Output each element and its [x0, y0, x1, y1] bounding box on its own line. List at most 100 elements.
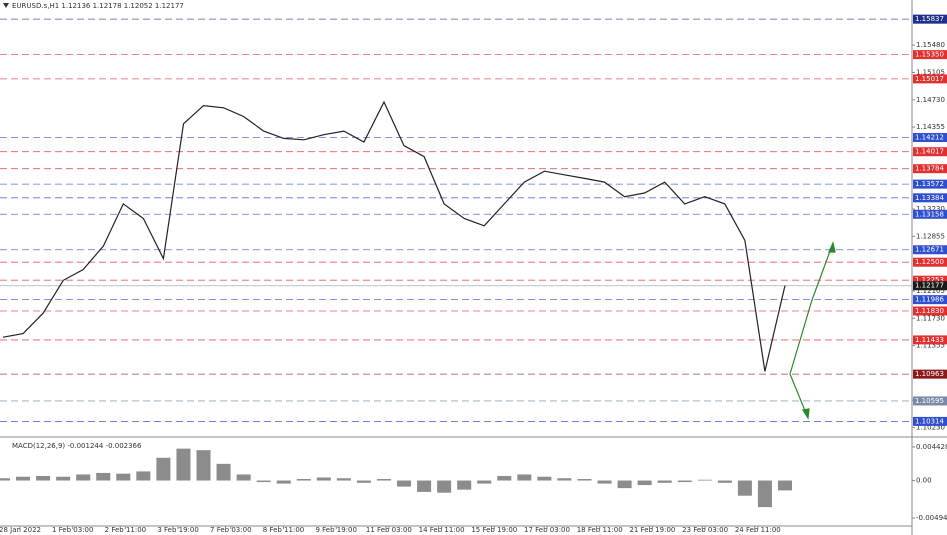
- y-tick-label: 1.14730: [916, 96, 945, 104]
- x-tick-label: 2 Feb 11:00: [105, 526, 146, 534]
- level-label: 1.11830: [915, 307, 944, 315]
- macd-bar: [236, 474, 251, 481]
- collapse-icon[interactable]: [3, 3, 9, 8]
- level-label: 1.11986: [915, 296, 944, 304]
- macd-bar: [497, 475, 512, 481]
- macd-bar: [637, 480, 652, 486]
- x-tick-label: 11 Feb 03:00: [366, 526, 412, 534]
- x-tick-label: 28 Jan 2022: [0, 526, 41, 534]
- level-label: 1.10314: [915, 417, 944, 425]
- macd-bar: [457, 480, 472, 490]
- macd-tick-label: 0.004428: [916, 443, 947, 451]
- level-label: 1.14212: [915, 134, 944, 142]
- y-tick-label: 1.14355: [916, 123, 945, 131]
- macd-tick-label: 0.00: [916, 477, 932, 485]
- level-label: 1.10963: [915, 370, 944, 378]
- y-tick-label: 1.10230: [916, 424, 945, 432]
- macd-bar: [517, 474, 532, 481]
- level-box: [913, 295, 947, 305]
- level-box: [913, 133, 947, 143]
- level-box: [913, 147, 947, 157]
- macd-bar: [617, 480, 632, 489]
- macd-bar: [777, 480, 793, 491]
- macd-bar: [36, 475, 51, 481]
- y-tick-label: 1.11730: [916, 314, 945, 322]
- level-box: [913, 179, 947, 189]
- level-label: 1.12500: [915, 258, 944, 266]
- level-box: [913, 245, 947, 255]
- macd-bar: [76, 474, 91, 481]
- macd-bar: [276, 480, 291, 484]
- macd-bar: [557, 478, 572, 481]
- level-box: [913, 275, 947, 285]
- macd-bar: [397, 480, 412, 487]
- x-tick-label: 3 Feb 19:00: [157, 526, 198, 534]
- macd-tick-label: -0.004942: [916, 514, 947, 522]
- level-label: 1.13158: [915, 210, 944, 218]
- level-label: 1.12177: [915, 282, 944, 290]
- price-line: [2, 100, 786, 372]
- level-box: [913, 306, 947, 316]
- y-tick-label: 1.15105: [916, 68, 945, 76]
- macd-bar: [16, 476, 31, 481]
- y-tick-label: 1.13230: [916, 205, 945, 213]
- macd-bar: [196, 450, 211, 481]
- macd-bar: [256, 480, 271, 483]
- level-label: 1.12253: [915, 276, 944, 284]
- level-box: [913, 193, 947, 203]
- macd-bar: [537, 476, 552, 481]
- level-label: 1.11433: [915, 336, 944, 344]
- macd-bar: [316, 477, 331, 481]
- level-box: [913, 74, 947, 84]
- x-tick-label: 24 Feb 11:00: [735, 526, 781, 534]
- macd-bar: [296, 479, 311, 481]
- y-tick-label: 1.15480: [916, 41, 945, 49]
- macd-bar: [577, 479, 592, 481]
- level-label: 1.13784: [915, 165, 944, 173]
- macd-bar: [376, 479, 391, 481]
- level-box: [913, 209, 947, 219]
- level-box: [913, 396, 947, 406]
- macd-bar: [56, 476, 71, 481]
- macd-bar: [96, 472, 111, 481]
- x-tick-label: 14 Feb 11:00: [419, 526, 465, 534]
- macd-bar: [176, 448, 191, 481]
- macd-bar: [0, 478, 11, 481]
- macd-bar: [697, 479, 712, 481]
- level-label: 1.15350: [915, 51, 944, 59]
- arrow-head: [802, 408, 810, 420]
- macd-bar: [597, 480, 612, 484]
- y-tick-label: 1.12105: [916, 287, 945, 295]
- level-label: 1.13572: [915, 180, 944, 188]
- level-box: [913, 257, 947, 267]
- macd-bar: [116, 473, 131, 481]
- x-tick-label: 15 Feb 19:00: [471, 526, 517, 534]
- level-box: [913, 164, 947, 174]
- x-tick-label: 17 Feb 03:00: [524, 526, 570, 534]
- level-box: [913, 14, 947, 24]
- level-box: [913, 281, 947, 291]
- level-box: [913, 50, 947, 60]
- x-tick-label: 9 Feb 19:00: [315, 526, 356, 534]
- macd-bar: [156, 457, 171, 481]
- level-label: 1.14017: [915, 148, 944, 156]
- macd-bar: [216, 463, 231, 481]
- level-label: 1.15017: [915, 75, 944, 83]
- macd-bar: [657, 480, 672, 483]
- x-tick-label: 18 Feb 11:00: [577, 526, 623, 534]
- macd-bar: [677, 480, 692, 483]
- macd-bar: [757, 480, 772, 508]
- macd-bar: [477, 480, 492, 484]
- level-label: 1.15837: [915, 15, 944, 23]
- macd-bar: [717, 480, 732, 483]
- x-tick-label: 23 Feb 03:00: [682, 526, 728, 534]
- x-tick-label: 21 Feb 19:00: [629, 526, 675, 534]
- level-label: 1.12671: [915, 246, 944, 254]
- macd-bar: [356, 480, 371, 483]
- chart-title: EURUSD.s,H1 1.12136 1.12178 1.12052 1.12…: [12, 2, 184, 10]
- macd-bar: [417, 480, 432, 492]
- level-box: [913, 335, 947, 345]
- level-label: 1.10595: [915, 397, 944, 405]
